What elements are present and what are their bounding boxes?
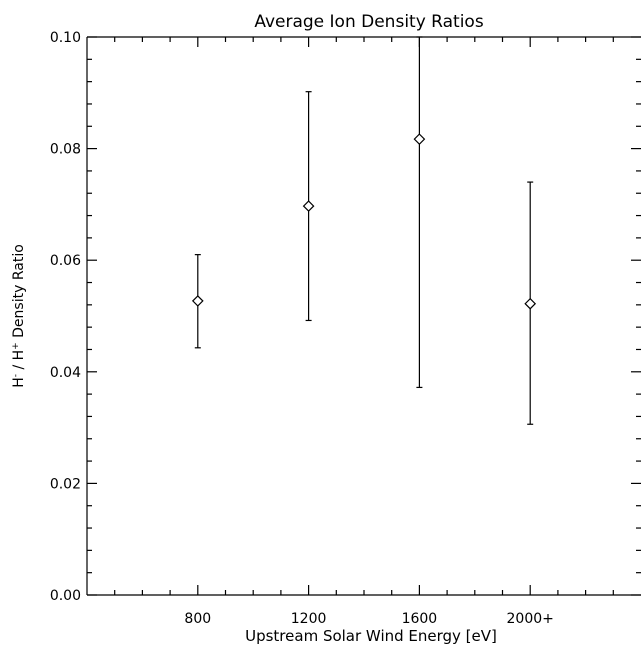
y-tick-label: 0.06 — [50, 253, 81, 269]
svg-text:H- / H+ Density Ratio: H- / H+ Density Ratio — [11, 244, 27, 388]
y-tick-label: 0.08 — [50, 142, 81, 158]
data-point — [302, 200, 315, 212]
y-axis-label: H- / H+ Density Ratio — [11, 244, 27, 388]
plot-axes — [86, 36, 641, 596]
axis-ticks — [87, 36, 641, 596]
data-point — [191, 295, 204, 307]
x-axis-label: Upstream Solar Wind Energy [eV] — [245, 627, 497, 645]
y-tick-label: 0.02 — [50, 476, 81, 492]
data-point — [524, 297, 537, 310]
data-marks — [191, 36, 537, 425]
data-point — [413, 133, 426, 145]
y-label-part: H — [11, 377, 27, 388]
y-label-part: / H — [11, 350, 27, 374]
chart-title: Average Ion Density Ratios — [254, 12, 483, 32]
y-tick-label: 0.00 — [50, 588, 81, 604]
y-label-superscript-minus: - — [11, 374, 21, 377]
x-tick-label: 800 — [184, 611, 211, 627]
x-tick-label: 2000+ — [507, 611, 554, 627]
y-label-superscript-plus: + — [11, 342, 21, 350]
y-tick-label: 0.04 — [50, 365, 81, 381]
tick-labels: 0.00 0.02 0.04 0.06 0.08 0.10 800 1200 1600 2000+ — [50, 30, 554, 627]
y-label-part: Density Ratio — [11, 244, 27, 342]
x-tick-label: 1600 — [402, 611, 438, 627]
y-tick-label: 0.10 — [50, 30, 81, 46]
x-tick-label: 1200 — [291, 611, 327, 627]
